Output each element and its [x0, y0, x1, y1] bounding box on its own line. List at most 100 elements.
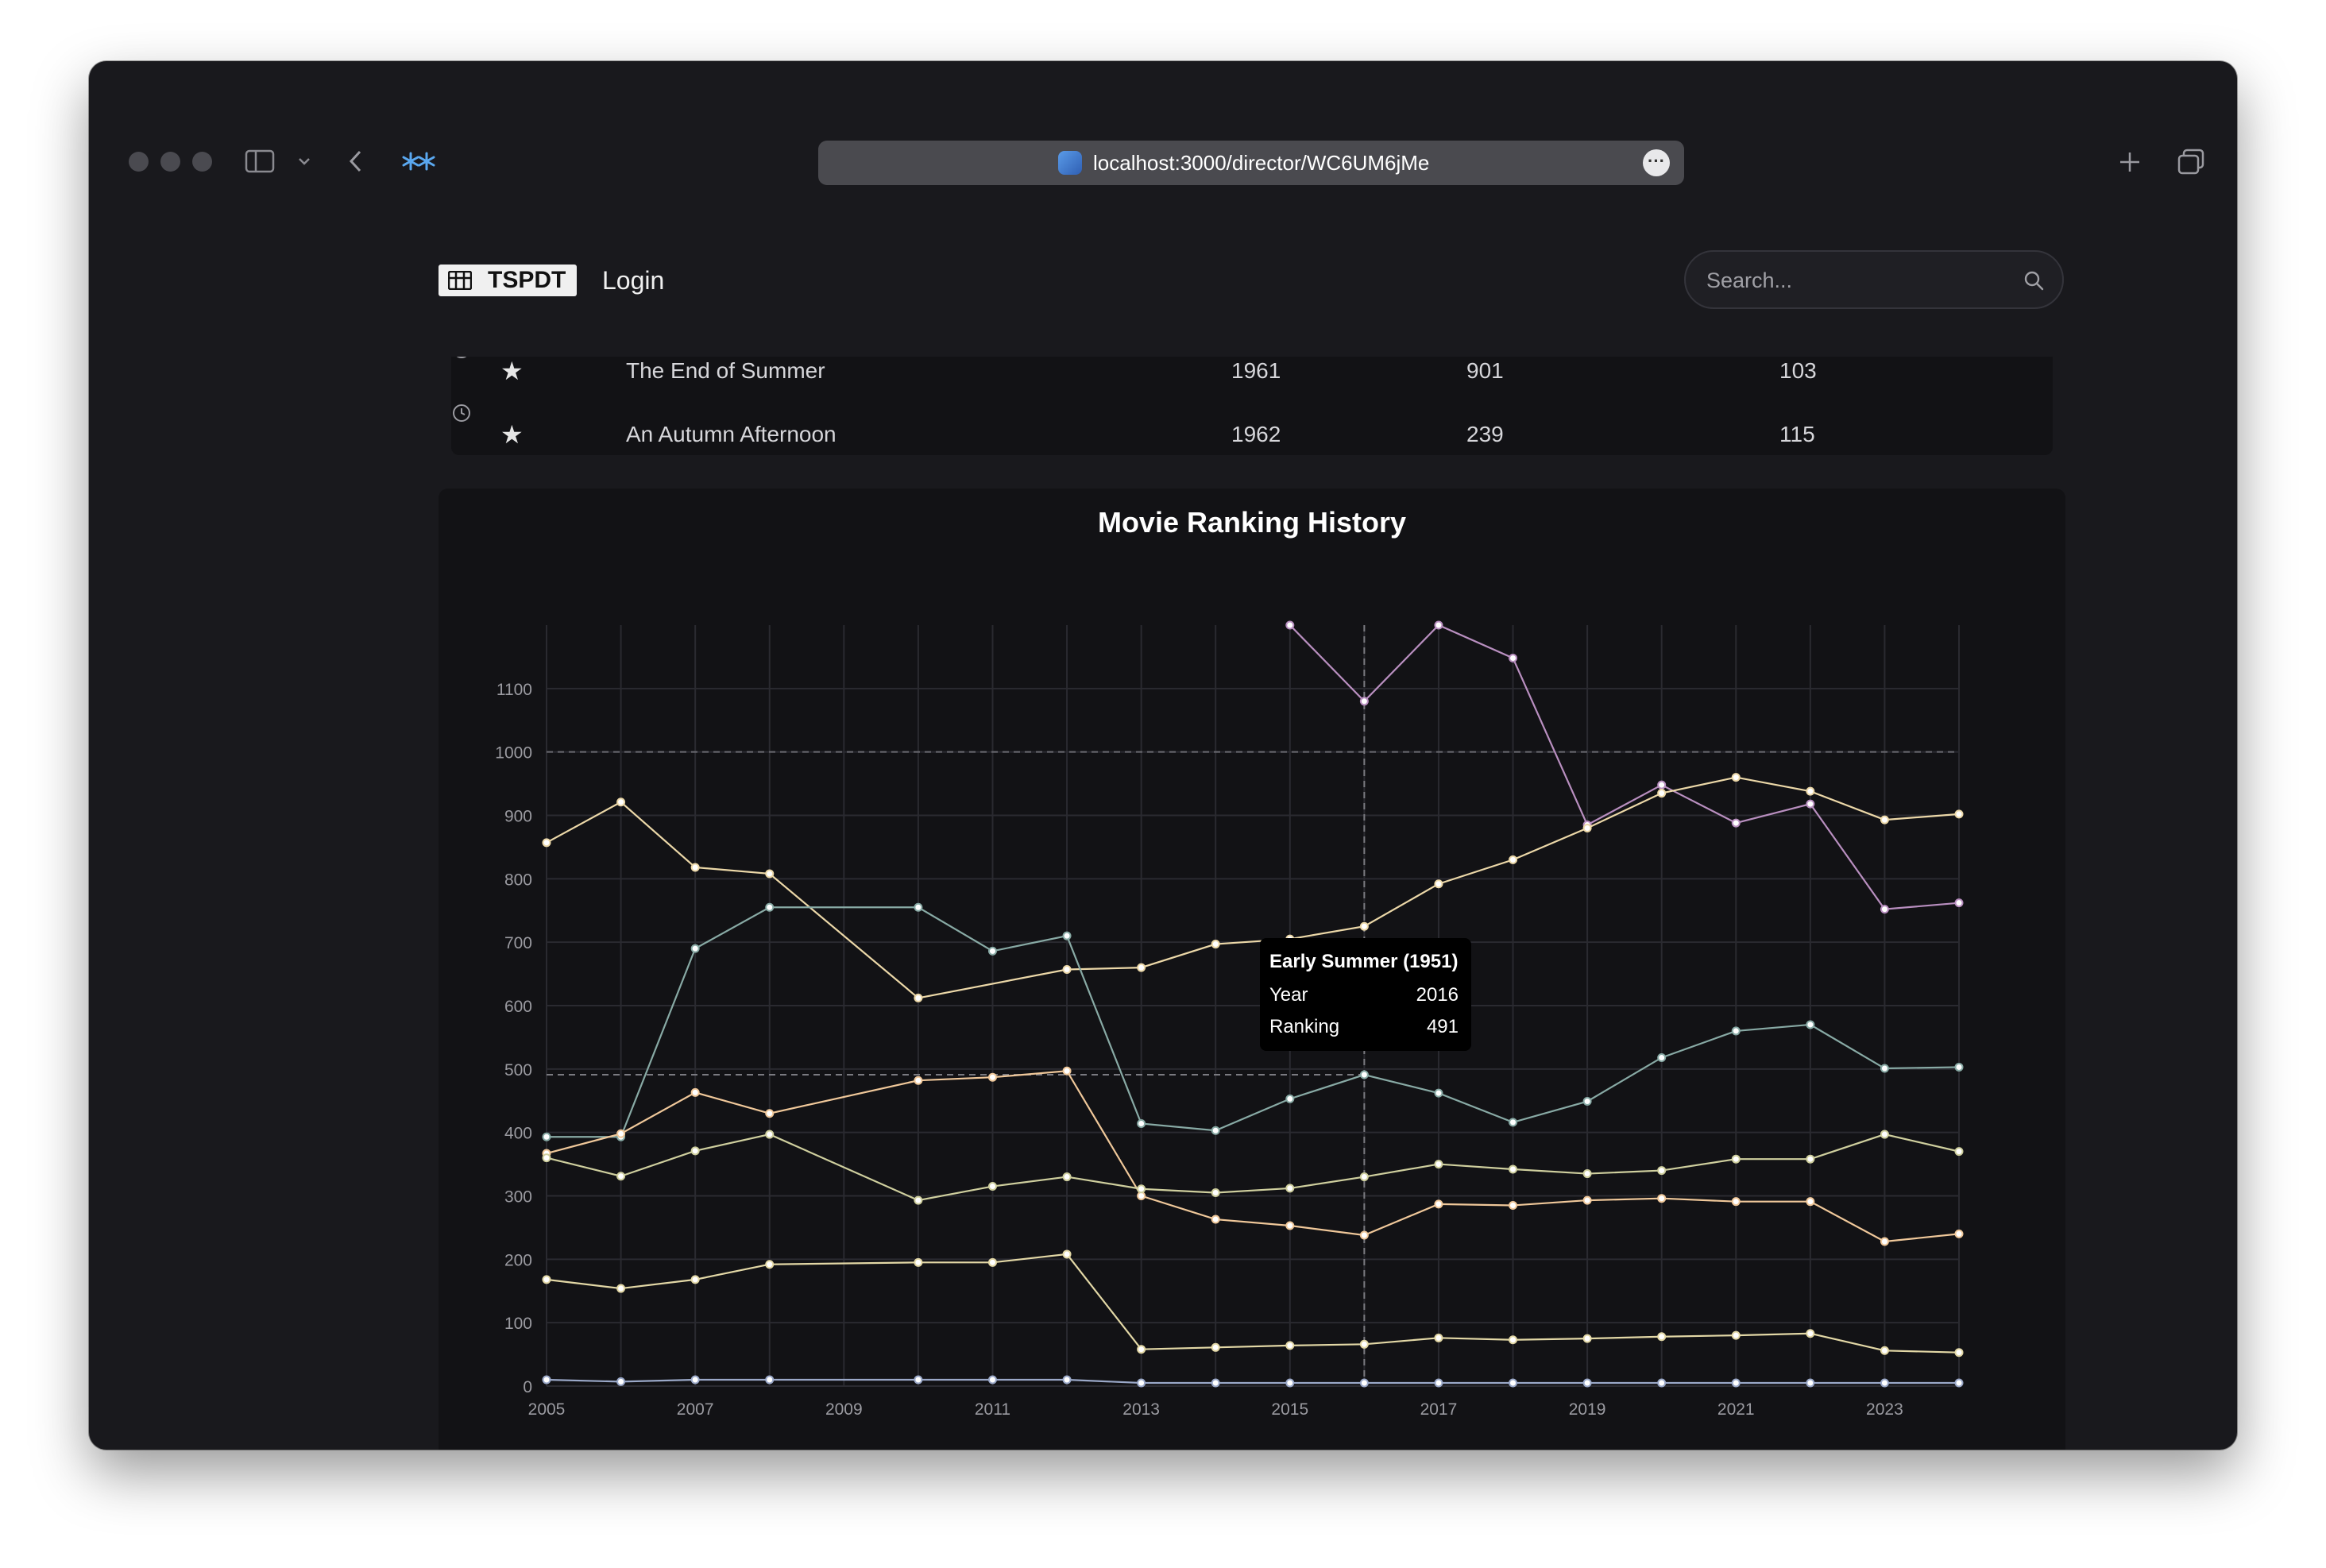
- data-point: [1657, 1332, 1667, 1342]
- movie-rank: 901: [1466, 358, 1504, 383]
- data-point: [1954, 1229, 1964, 1238]
- data-point: [1062, 1375, 1072, 1385]
- new-tab-icon[interactable]: [2118, 150, 2142, 174]
- ranking-chart[interactable]: 0 100 200 300 400 500 600 700 800 900 1000 1100 2005…: [439, 489, 2065, 1442]
- data-point: [690, 1087, 700, 1097]
- search-icon[interactable]: [2023, 269, 2045, 292]
- table-row[interactable]: ★ An Autumn Afternoon 1962 239 115: [451, 403, 2053, 455]
- more-icon[interactable]: ···: [1643, 149, 1670, 176]
- movie-title[interactable]: The End of Summer: [626, 358, 825, 383]
- data-point: [1806, 1378, 1815, 1388]
- window-minimize-button[interactable]: [160, 152, 180, 172]
- data-point: [1657, 780, 1667, 790]
- sidebar-toggle-icon[interactable]: [245, 149, 275, 173]
- data-point: [1954, 1062, 1964, 1072]
- data-point: [1731, 818, 1741, 828]
- x-tick-label: 2009: [825, 1400, 863, 1419]
- data-point: [1880, 1130, 1889, 1139]
- search-input[interactable]: [1705, 252, 2010, 309]
- x-tick-label: 2021: [1717, 1400, 1755, 1419]
- tabs-overview-icon[interactable]: [2177, 149, 2205, 176]
- data-point: [1582, 1334, 1592, 1343]
- data-point: [914, 1257, 923, 1267]
- window-zoom-button[interactable]: [192, 152, 212, 172]
- data-point: [1434, 1088, 1443, 1098]
- data-point: [1434, 1333, 1443, 1342]
- star-icon[interactable]: ★: [500, 357, 524, 385]
- chart-tooltip: Early Summer (1951) Year 2016 Ranking 49…: [1260, 938, 1471, 1051]
- data-point: [1731, 773, 1741, 782]
- data-point: [1509, 855, 1518, 864]
- clock-icon: [453, 404, 470, 422]
- extension-icon[interactable]: [402, 150, 437, 172]
- data-point: [1285, 1184, 1295, 1193]
- data-point: [616, 1284, 626, 1293]
- data-point: [542, 1132, 551, 1141]
- data-point: [1359, 1230, 1369, 1240]
- data-point: [1731, 1154, 1741, 1164]
- x-tick-label: 2017: [1420, 1400, 1458, 1419]
- chart-title: Movie Ranking History: [1097, 506, 1407, 539]
- data-point: [987, 1375, 997, 1385]
- x-tick-label: 2019: [1569, 1400, 1606, 1419]
- data-point: [765, 1109, 775, 1118]
- search-box[interactable]: [1684, 250, 2064, 309]
- data-point: [1806, 1020, 1815, 1029]
- data-point: [616, 1129, 626, 1138]
- movie-rank: 239: [1466, 422, 1504, 446]
- data-point: [1062, 1172, 1072, 1182]
- back-icon[interactable]: [346, 149, 365, 174]
- data-point: [765, 1375, 775, 1385]
- data-point: [1137, 1191, 1146, 1200]
- x-tick-label: 2013: [1122, 1400, 1160, 1419]
- data-point: [690, 1275, 700, 1284]
- data-point: [1211, 1378, 1220, 1388]
- data-point: [1657, 1378, 1667, 1388]
- data-point: [1806, 1329, 1815, 1338]
- data-point: [1806, 799, 1815, 809]
- movie-runtime: 103: [1779, 358, 1817, 383]
- data-point: [1359, 1339, 1369, 1349]
- data-point: [1137, 1184, 1146, 1194]
- data-point: [1285, 1221, 1295, 1230]
- movie-runtime: 115: [1779, 422, 1815, 446]
- data-point: [1880, 1346, 1889, 1355]
- data-point: [987, 1182, 997, 1191]
- y-tick-label: 900: [504, 808, 532, 826]
- data-point: [690, 1375, 700, 1385]
- data-point: [1211, 1126, 1220, 1135]
- data-point: [1359, 697, 1369, 706]
- data-point: [1062, 964, 1072, 974]
- data-point: [1657, 1052, 1667, 1062]
- url-text[interactable]: localhost:3000/director/WC6UM6jMe: [1093, 151, 1430, 175]
- data-point: [1954, 1378, 1964, 1388]
- data-point: [542, 1375, 551, 1385]
- site-logo[interactable]: TSPDT: [439, 265, 577, 296]
- y-tick-label: 100: [504, 1315, 532, 1333]
- x-tick-label: 2011: [975, 1400, 1010, 1419]
- series-line: [546, 776, 1960, 999]
- data-point: [1434, 620, 1443, 630]
- data-point: [1954, 809, 1964, 819]
- window-close-button[interactable]: [129, 152, 149, 172]
- data-point: [914, 1375, 923, 1385]
- data-point: [1582, 1378, 1592, 1388]
- login-link[interactable]: Login: [602, 266, 665, 295]
- data-point: [1509, 654, 1518, 663]
- data-point: [616, 1172, 626, 1181]
- star-icon[interactable]: ★: [500, 420, 524, 449]
- data-point: [616, 798, 626, 807]
- address-bar[interactable]: localhost:3000/director/WC6UM6jMe ···: [818, 141, 1684, 185]
- data-point: [1806, 786, 1815, 796]
- data-point: [914, 1076, 923, 1085]
- data-point: [1731, 1330, 1741, 1340]
- tooltip-ranking-label: Ranking: [1269, 1016, 1340, 1037]
- data-point: [1137, 1345, 1146, 1354]
- movie-title[interactable]: An Autumn Afternoon: [626, 422, 837, 446]
- chevron-down-icon[interactable]: [297, 155, 311, 168]
- y-tick-label: 600: [504, 998, 532, 1016]
- table-row[interactable]: ★ The End of Summer 1961 901 103: [451, 357, 2053, 403]
- data-point: [1211, 1188, 1220, 1198]
- movie-year: 1962: [1231, 422, 1281, 446]
- data-point: [1509, 1118, 1518, 1127]
